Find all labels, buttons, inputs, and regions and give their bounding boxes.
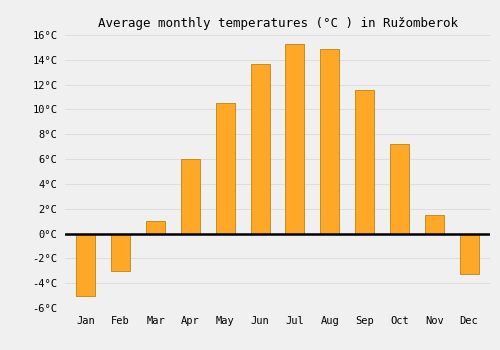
Bar bbox=[460, 233, 478, 274]
Bar bbox=[146, 221, 165, 233]
Bar bbox=[320, 49, 340, 233]
Bar bbox=[250, 64, 270, 233]
Bar bbox=[424, 215, 444, 233]
Bar bbox=[390, 144, 409, 233]
Bar bbox=[286, 44, 304, 233]
Title: Average monthly temperatures (°C ) in Ružomberok: Average monthly temperatures (°C ) in Ru… bbox=[98, 17, 458, 30]
Bar bbox=[111, 233, 130, 271]
Bar bbox=[76, 233, 96, 296]
Bar bbox=[181, 159, 200, 233]
Bar bbox=[355, 90, 374, 233]
Bar bbox=[216, 103, 235, 233]
